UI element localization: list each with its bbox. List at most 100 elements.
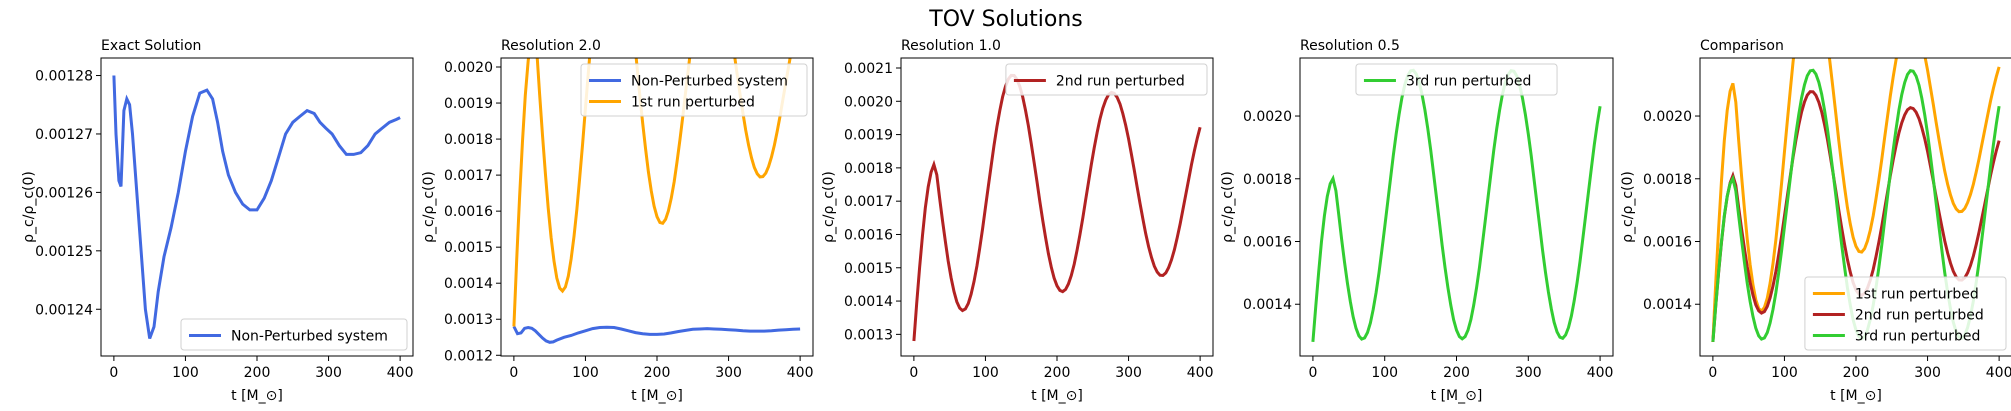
series-line-2nd-run-perturbed — [912, 73, 1202, 342]
panel-title: Resolution 2.0 — [501, 38, 601, 54]
x-tick-label: 100 — [1771, 365, 1798, 381]
y-tick-label: 0.0015 — [844, 261, 893, 277]
y-tick-label: 0.0018 — [1643, 172, 1692, 188]
x-tick-label: 100 — [1371, 365, 1398, 381]
x-axis-label: t [M_⊙] — [631, 388, 683, 404]
legend-label-1st-run-perturbed: 1st run perturbed — [631, 95, 755, 111]
axes-frame — [100, 57, 414, 357]
panel-3: Resolution 1.0 0 100 200 300 400 0.0013 0.0014 0… — [821, 38, 1214, 404]
x-tick-label: 0 — [109, 365, 118, 381]
legend-label-3rd-run-perturbed: 3rd run perturbed — [1406, 74, 1531, 90]
legend-box — [1005, 63, 1208, 96]
y-tick-label: 0.0020 — [444, 60, 493, 76]
x-tick-label: 300 — [1515, 365, 1542, 381]
y-tick-label: 0.0021 — [844, 61, 893, 77]
x-tick-label: 400 — [1986, 365, 2011, 381]
panel-1: Exact Solution 0 100 200 300 400 0.00124 0.0012… — [21, 38, 414, 404]
y-tick-label: 0.0013 — [444, 312, 493, 328]
legend: Non-Perturbed system 1st run perturbed — [580, 63, 808, 117]
legend-box — [1355, 63, 1558, 96]
legend: Non-Perturbed system — [180, 318, 408, 351]
series-line-1st-run-perturbed — [512, 58, 792, 327]
x-tick-label: 200 — [1044, 365, 1071, 381]
legend: 1st run perturbed 2nd run perturbed 3rd ru… — [1804, 276, 2007, 351]
x-axis-label: t [M_⊙] — [231, 388, 283, 404]
series-line-1st-run-perturbed — [1711, 58, 2001, 342]
panel-title: Comparison — [1700, 38, 1784, 54]
legend-label-3rd-run-perturbed: 3rd run perturbed — [1855, 329, 1980, 345]
y-tick-label: 0.0017 — [844, 194, 893, 210]
x-axis-label: t [M_⊙] — [1031, 388, 1083, 404]
y-tick-label: 0.0018 — [1243, 172, 1292, 188]
panel-title: Resolution 1.0 — [901, 38, 1001, 54]
x-tick-label: 200 — [1843, 365, 1870, 381]
y-tick-label: 0.00126 — [35, 185, 93, 201]
legend-box — [180, 318, 408, 351]
legend-label-2nd-run-perturbed: 2nd run perturbed — [1056, 74, 1185, 90]
legend-label-non-perturbed-system: Non-Perturbed system — [631, 74, 788, 90]
y-axis-label: ρ_c/ρ_c(0) — [821, 171, 837, 243]
y-tick-label: 0.0019 — [844, 128, 893, 144]
x-tick-label: 200 — [244, 365, 271, 381]
y-tick-label: 0.0014 — [444, 276, 493, 292]
series-line-3rd-run-perturbed — [1311, 68, 1602, 343]
legend: 2nd run perturbed — [1005, 63, 1208, 96]
legend: 3rd run perturbed — [1355, 63, 1558, 96]
y-tick-label: 0.0016 — [1643, 235, 1692, 251]
y-tick-label: 0.0020 — [1243, 109, 1292, 125]
x-tick-label: 200 — [644, 365, 671, 381]
y-tick-label: 0.0014 — [1643, 297, 1692, 313]
x-tick-label: 100 — [972, 365, 999, 381]
y-tick-label: 0.0013 — [844, 327, 893, 343]
x-axis-label: t [M_⊙] — [1830, 388, 1882, 404]
y-tick-label: 0.0020 — [1643, 109, 1692, 125]
x-tick-label: 100 — [572, 365, 599, 381]
legend-label-non-perturbed-system: Non-Perturbed system — [231, 329, 388, 345]
y-tick-label: 0.0015 — [444, 240, 493, 256]
y-tick-label: 0.0016 — [844, 227, 893, 243]
x-tick-label: 0 — [1708, 365, 1717, 381]
y-tick-label: 0.00127 — [35, 127, 93, 143]
y-tick-label: 0.00128 — [35, 69, 93, 85]
panel-2: Resolution 2.0 0 100 200 300 400 0.0012 0.0013 0… — [421, 38, 814, 404]
y-axis-label: ρ_c/ρ_c(0) — [21, 171, 37, 243]
x-tick-label: 100 — [172, 365, 199, 381]
x-tick-label: 400 — [1587, 365, 1614, 381]
y-tick-label: 0.0012 — [444, 348, 493, 364]
legend-label-2nd-run-perturbed: 2nd run perturbed — [1855, 308, 1984, 324]
axes-frame — [900, 57, 1214, 357]
figure-title: TOV Solutions — [928, 7, 1083, 32]
x-tick-label: 0 — [509, 365, 518, 381]
panel-title: Resolution 0.5 — [1300, 38, 1400, 54]
legend-box — [1804, 276, 2007, 351]
x-tick-label: 300 — [315, 365, 342, 381]
y-tick-label: 0.0020 — [844, 94, 893, 110]
panel-4: Resolution 0.5 0 100 200 300 400 0.0014 0.0016 0… — [1220, 38, 1614, 404]
y-tick-label: 0.00124 — [35, 302, 93, 318]
x-tick-label: 300 — [715, 365, 742, 381]
y-tick-label: 0.0018 — [844, 161, 893, 177]
legend-label-1st-run-perturbed: 1st run perturbed — [1855, 287, 1979, 303]
x-axis-label: t [M_⊙] — [1431, 388, 1483, 404]
y-tick-label: 0.0019 — [444, 96, 493, 112]
y-tick-label: 0.0014 — [844, 294, 893, 310]
x-tick-label: 300 — [1914, 365, 1941, 381]
x-tick-label: 400 — [787, 365, 814, 381]
y-tick-label: 0.0016 — [444, 204, 493, 220]
y-tick-label: 0.00125 — [35, 244, 93, 260]
panel-title: Exact Solution — [101, 38, 201, 54]
legend-box — [580, 63, 808, 117]
series-line-non-perturbed-system — [512, 325, 801, 344]
x-tick-label: 300 — [1115, 365, 1142, 381]
x-tick-label: 0 — [909, 365, 918, 381]
panel-5: Comparison 0 100 200 300 400 0.0014 0.0016 0.001… — [1620, 38, 2011, 404]
series-line-non-perturbed-system — [112, 75, 401, 340]
y-tick-label: 0.0017 — [444, 168, 493, 184]
x-tick-label: 400 — [1187, 365, 1214, 381]
y-axis-label: ρ_c/ρ_c(0) — [421, 171, 437, 243]
y-axis-label: ρ_c/ρ_c(0) — [1620, 171, 1636, 243]
x-tick-label: 200 — [1443, 365, 1470, 381]
x-tick-label: 400 — [387, 365, 414, 381]
y-axis-label: ρ_c/ρ_c(0) — [1220, 171, 1236, 243]
